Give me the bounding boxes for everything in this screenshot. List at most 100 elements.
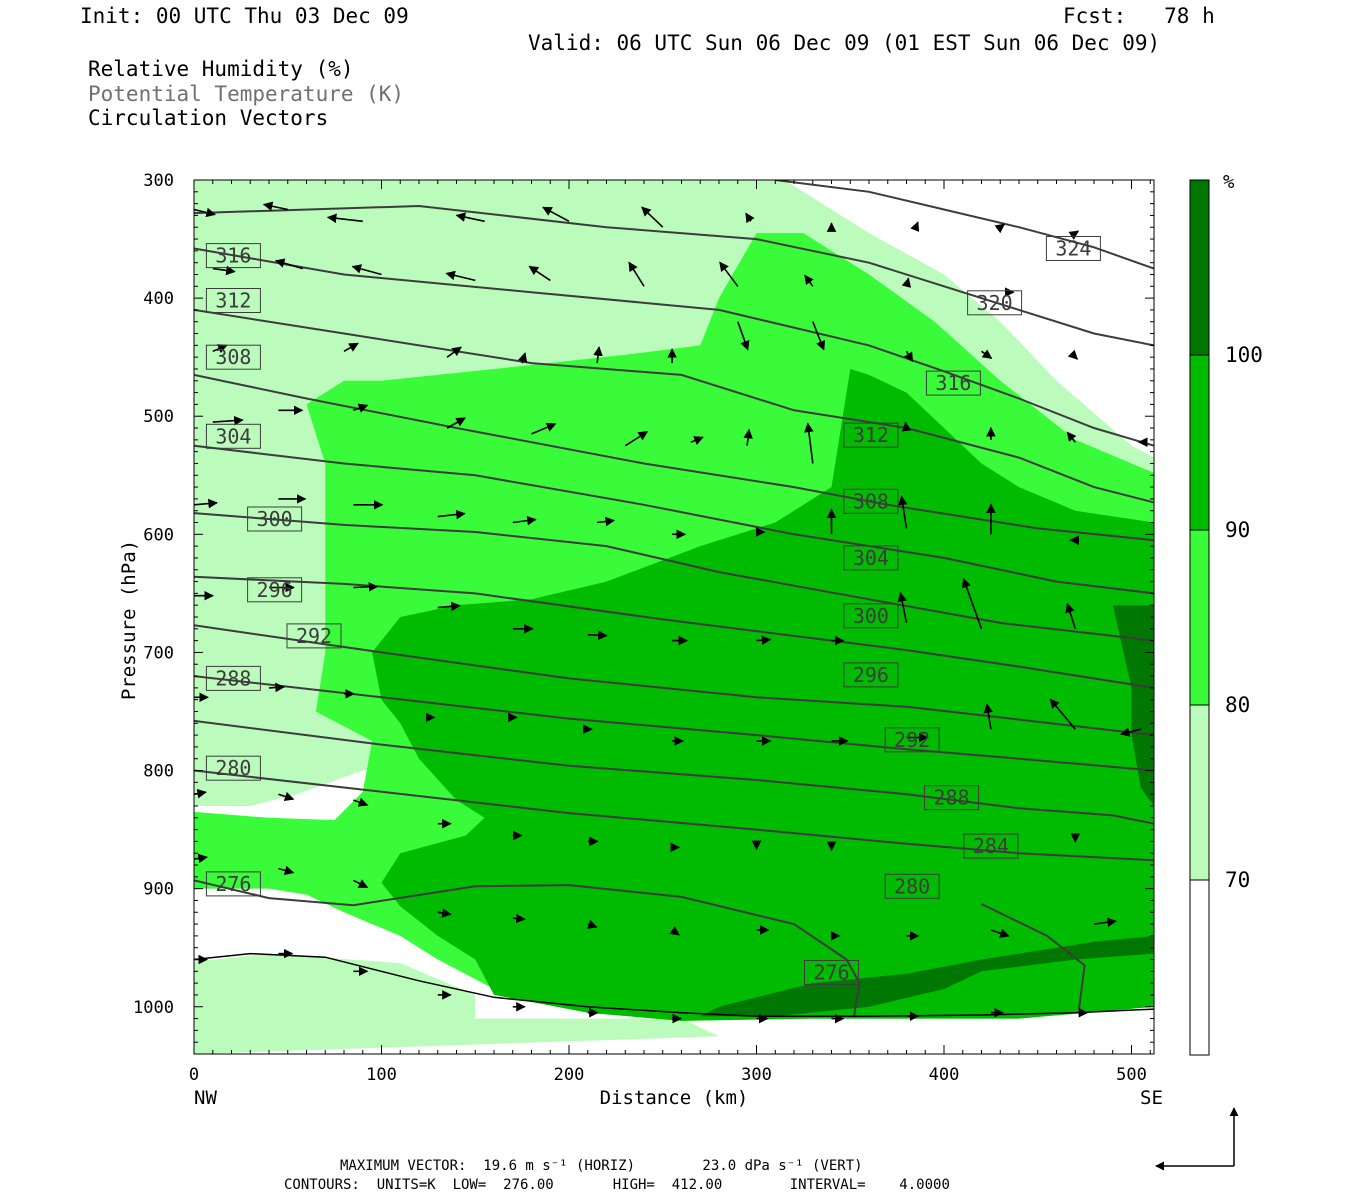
x-tick-label: 500 — [1116, 1065, 1147, 1085]
theta-label-288: 288 — [215, 666, 251, 690]
theta-label-324: 324 — [1055, 237, 1091, 261]
theta-label-box — [247, 577, 303, 603]
y-axis-title: Pressure (hPa) — [118, 540, 140, 700]
x-tick-label: 0 — [189, 1065, 199, 1085]
colorbar-label: 90 — [1225, 518, 1250, 542]
theta-label-312: 312 — [215, 289, 251, 313]
circulation-vector — [597, 516, 616, 527]
theta-label-box — [843, 488, 899, 514]
contour-info: CONTOURS: UNITS=K LOW= 276.00 HIGH= 412.… — [284, 1177, 950, 1193]
theta-label-316: 316 — [935, 371, 971, 395]
circulation-vectors — [194, 201, 1148, 1024]
circulation-vector — [518, 352, 528, 364]
axes: 300 400 500 600 700 800 900 1000 0 100 200 300 400 50… — [133, 171, 1154, 1085]
theta-label-box — [286, 623, 342, 649]
field-title-theta: Potential Temperature (K) — [88, 82, 405, 106]
circulation-vector — [910, 221, 920, 233]
field-title-rh: Relative Humidity (%) — [88, 57, 354, 81]
x-label-nw: NW — [194, 1087, 217, 1109]
circulation-vector — [804, 422, 814, 464]
circulation-vector — [278, 791, 295, 802]
circulation-vector — [804, 274, 814, 287]
theta-label-box — [205, 288, 261, 313]
theta-label-box — [884, 873, 940, 899]
circulation-vector — [268, 682, 285, 693]
circulation-vector — [641, 206, 664, 228]
colorbar-swatch — [1190, 880, 1209, 1055]
circulation-vector — [353, 797, 369, 807]
theta-contour-324 — [775, 180, 1154, 270]
theta-label-296: 296 — [853, 663, 889, 687]
circulation-vector — [353, 879, 369, 889]
theta-label-box — [804, 960, 859, 985]
circulation-vector — [343, 342, 359, 352]
x-label-se: SE — [1140, 1087, 1163, 1109]
rh-region-gt100 — [1112, 605, 1154, 806]
y-tick-label: 700 — [143, 643, 174, 663]
circulation-vector — [593, 346, 603, 364]
theta-label-box — [843, 422, 899, 448]
theta-label-304: 304 — [853, 546, 889, 570]
circulation-vector — [353, 403, 369, 413]
circulation-vector — [897, 591, 908, 624]
circulation-vector — [745, 212, 755, 224]
theta-label-304: 304 — [215, 424, 251, 448]
circulation-vector — [437, 908, 452, 918]
circulation-vector — [737, 321, 750, 351]
y-tick-label: 900 — [143, 880, 174, 900]
circulation-vector — [274, 258, 304, 270]
theta-label-box — [1045, 236, 1101, 261]
colorbar-swatch — [1190, 530, 1209, 705]
max-vector-note: MAXIMUM VECTOR: 19.6 m s⁻¹ (HORIZ) 23.0 … — [340, 1158, 863, 1174]
y-tick-label: 800 — [143, 762, 174, 782]
theta-label-292: 292 — [894, 728, 930, 752]
theta-contour-312 — [194, 308, 1154, 504]
y-tick-label: 1000 — [133, 998, 174, 1018]
reference-vector-icon — [1155, 1107, 1239, 1171]
theta-contour-280 — [194, 769, 1154, 862]
theta-label-box — [247, 506, 303, 532]
x-axis-title: Distance (km) — [600, 1087, 749, 1109]
rh-region-90-100 — [372, 369, 1154, 1021]
x-tick-label: 200 — [554, 1065, 585, 1085]
circulation-vector — [531, 422, 557, 435]
theta-label-312: 312 — [853, 423, 889, 447]
colorbar-label: 70 — [1225, 868, 1250, 892]
circulation-vector — [1065, 602, 1077, 630]
circulation-vector — [901, 421, 912, 432]
y-tick-label: 600 — [143, 525, 174, 545]
circulation-vector — [437, 601, 461, 612]
rh-region-gt100 — [700, 935, 1154, 1017]
circulation-vector — [756, 635, 772, 646]
y-tick-label: 400 — [143, 289, 174, 309]
theta-label-box — [205, 423, 261, 449]
circulation-vector — [587, 630, 608, 641]
circulation-vector — [455, 212, 485, 223]
circulation-vector — [1068, 230, 1080, 240]
circulation-vector — [512, 515, 537, 526]
colorbar-frame — [1189, 179, 1210, 1056]
theta-contour-320 — [194, 204, 1154, 347]
circulation-vector — [1049, 698, 1076, 730]
circulation-vector — [624, 431, 649, 447]
theta-label-box — [205, 665, 261, 691]
x-tick-label: 300 — [741, 1065, 772, 1085]
theta-contour-labels: 3243203163163123123083083043043003002962… — [205, 236, 1101, 985]
circulation-vector — [212, 415, 244, 426]
theta-label-300: 300 — [257, 507, 293, 531]
circulation-vector — [690, 436, 704, 445]
colorbar-label: 100 — [1225, 343, 1263, 367]
circulation-vector — [445, 270, 476, 282]
circulation-vector — [1119, 727, 1142, 737]
theta-label-box — [967, 290, 1023, 316]
theta-label-296: 296 — [257, 578, 293, 602]
theta-contour-304 — [194, 444, 1154, 595]
colorbar: 70 80 90 100 — [1189, 179, 1263, 1056]
theta-label-box — [843, 603, 899, 629]
theta-label-308: 308 — [853, 489, 889, 513]
circulation-vector — [212, 344, 228, 354]
theta-contours — [194, 180, 1154, 1017]
init-time: Init: 00 UTC Thu 03 Dec 09 — [80, 4, 409, 28]
circulation-vector — [194, 853, 208, 864]
circulation-vector — [1067, 349, 1078, 360]
